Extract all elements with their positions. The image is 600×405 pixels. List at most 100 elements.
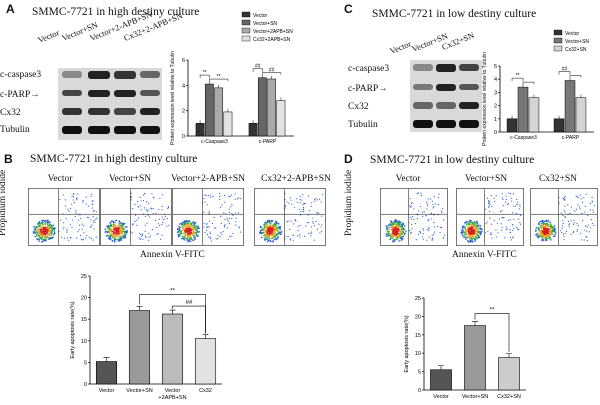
flow-dot	[430, 218, 432, 220]
flow-dot	[486, 221, 488, 223]
flow-dot	[567, 220, 570, 222]
flow-dot	[536, 232, 539, 235]
flow-dot	[269, 226, 271, 229]
flow-dot	[113, 241, 116, 243]
flow-dot	[232, 232, 234, 235]
flow-dot	[156, 226, 158, 228]
flow-dot	[183, 225, 186, 227]
flow-dot	[390, 221, 393, 224]
flow-dot	[148, 216, 150, 218]
flow-dot	[207, 226, 209, 228]
flow-dot	[420, 192, 422, 194]
flow-dot	[265, 226, 268, 228]
flow-dot	[393, 222, 395, 224]
flow-dot	[268, 221, 270, 224]
flow-dot	[302, 207, 305, 209]
flow-dot	[295, 220, 297, 222]
flow-dot	[402, 231, 405, 234]
flow-dot	[416, 218, 418, 220]
flow-dot	[552, 226, 554, 228]
flow-dot	[466, 239, 469, 242]
flow-dot	[146, 222, 148, 225]
flow-dot	[48, 229, 51, 231]
flow-dot	[208, 212, 210, 214]
flow-dot	[275, 220, 277, 223]
flow-dot	[104, 228, 107, 231]
bar	[528, 97, 540, 133]
flow-dot	[43, 239, 45, 242]
flow-dot	[570, 220, 572, 222]
flow-dot	[122, 228, 124, 231]
flow-dot	[156, 233, 158, 235]
flow-label: Vector+SN	[108, 174, 152, 184]
flow-dot	[390, 224, 392, 227]
flow-dot	[296, 235, 299, 237]
flow-dot	[36, 229, 39, 232]
flow-dot	[313, 225, 315, 227]
y-tick-label: 4	[182, 83, 185, 89]
flow-dot	[41, 241, 43, 243]
flow-dot	[563, 196, 566, 199]
bar	[276, 100, 286, 137]
flow-dot	[461, 225, 464, 228]
flow-dot	[108, 236, 110, 238]
flow-dot	[144, 215, 147, 217]
flow-dot	[136, 200, 138, 203]
flow-dot	[397, 222, 400, 224]
flow-dot	[498, 218, 500, 220]
bar	[553, 118, 565, 133]
flow-dot	[510, 239, 513, 241]
flow-dot	[464, 228, 466, 231]
flow-dot	[517, 201, 519, 204]
y-tick-label: 25	[415, 296, 421, 302]
flow-dot	[264, 233, 266, 235]
flow-dot	[396, 233, 399, 235]
flow-dot	[564, 205, 566, 207]
flow-dot	[423, 211, 425, 213]
flow-dot	[123, 228, 126, 230]
flow-dot	[541, 220, 543, 222]
flow-dot	[474, 227, 477, 230]
flow-dot	[190, 238, 193, 241]
flow-dot	[235, 224, 237, 226]
flow-dot	[161, 216, 163, 218]
flow-dot	[426, 229, 429, 231]
significance-bracket	[558, 71, 571, 75]
flow-dot	[466, 227, 469, 230]
flow-dot	[36, 234, 38, 237]
flow-dot	[472, 234, 474, 237]
error-bar	[169, 309, 176, 315]
x-tick-label: c-Caspase3	[510, 135, 537, 141]
flow-dot	[136, 219, 138, 221]
flow-dot	[46, 230, 48, 233]
flow-dot	[397, 225, 400, 228]
flow-dot	[396, 235, 398, 237]
flow-dot	[152, 207, 154, 210]
flow-dot	[393, 240, 396, 242]
flow-dot	[186, 224, 189, 227]
flow-dot	[92, 216, 94, 218]
flow-dot	[162, 218, 164, 221]
flow-dot	[538, 221, 541, 224]
flow-dot	[504, 237, 506, 239]
flow-dot	[293, 223, 295, 225]
flow-dot	[488, 206, 490, 209]
flow-dot	[47, 224, 49, 226]
flow-dot	[213, 216, 215, 219]
flow-dot	[147, 209, 149, 211]
flow-dot	[221, 233, 223, 235]
flow-dot	[206, 204, 208, 206]
flow-dot	[284, 206, 286, 208]
flow-dot	[474, 240, 477, 242]
flow-dot	[397, 234, 400, 236]
flow-dot	[516, 226, 518, 228]
flow-dot	[203, 197, 205, 200]
flow-dot	[91, 207, 93, 209]
flow-dot	[235, 221, 237, 223]
flow-dot	[260, 226, 262, 229]
flow-dot	[464, 221, 467, 224]
flow-dot	[164, 218, 166, 220]
flow-dot	[470, 230, 473, 232]
flow-dot	[387, 235, 390, 237]
flow-dot	[82, 201, 84, 203]
